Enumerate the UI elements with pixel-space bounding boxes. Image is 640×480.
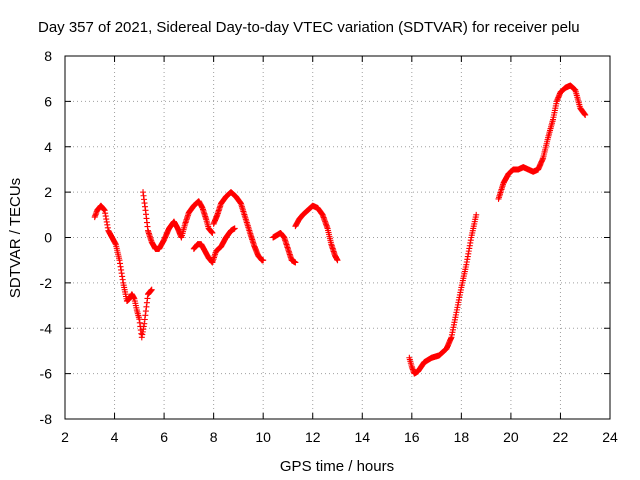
- data-point: [231, 225, 238, 232]
- x-tick-label: 10: [255, 429, 271, 445]
- y-tick-label: 0: [44, 230, 52, 246]
- y-tick-labels: -8 -6 -4 -2 0 2 4 6 8: [40, 48, 53, 427]
- x-tick-label: 8: [210, 429, 218, 445]
- series-arc-6: [292, 202, 341, 264]
- y-tick-label: 8: [44, 48, 52, 64]
- x-tick-label: 20: [503, 429, 519, 445]
- y-axis-label: SDTVAR / TECUs: [7, 178, 24, 298]
- data-point: [582, 111, 589, 118]
- x-tick-label: 12: [305, 429, 321, 445]
- y-tick-label: -2: [40, 275, 53, 291]
- y-tick-label: 6: [44, 93, 52, 109]
- series-arc-1: [91, 202, 155, 341]
- y-tick-label: -8: [40, 411, 53, 427]
- y-tick-label: -6: [40, 366, 53, 382]
- x-tick-label: 14: [354, 429, 370, 445]
- series-arc-4: [210, 189, 267, 264]
- data-point: [209, 229, 216, 236]
- data-point: [260, 257, 267, 264]
- series-arc-3: [190, 225, 238, 266]
- x-tick-label: 22: [553, 429, 569, 445]
- data-point: [292, 259, 299, 266]
- data-point: [473, 211, 480, 218]
- chart-title: Day 357 of 2021, Sidereal Day-to-day VTE…: [38, 19, 580, 36]
- data-point: [148, 286, 155, 293]
- x-tick-label: 24: [602, 429, 618, 445]
- axis-ticks: [64, 55, 611, 420]
- x-tick-label: 6: [160, 429, 168, 445]
- x-tick-label: 16: [404, 429, 420, 445]
- x-tick-label: 18: [454, 429, 470, 445]
- x-tick-labels: 2 4 6 8 10 12 14 16 18 20 22 24: [61, 429, 618, 445]
- series-arc-2: [140, 189, 216, 252]
- x-tick-label: 2: [61, 429, 69, 445]
- y-tick-label: 4: [44, 139, 52, 155]
- series-arc-8: [495, 82, 589, 202]
- y-tick-label: 2: [44, 184, 52, 200]
- x-axis-label: GPS time / hours: [280, 458, 394, 475]
- series-arc-5: [270, 229, 299, 266]
- series-arc-7: [406, 211, 480, 377]
- x-tick-label: 4: [111, 429, 119, 445]
- grid: [65, 56, 610, 419]
- y-tick-label: -4: [40, 320, 53, 336]
- data-point: [334, 257, 341, 264]
- data-points: [91, 82, 589, 377]
